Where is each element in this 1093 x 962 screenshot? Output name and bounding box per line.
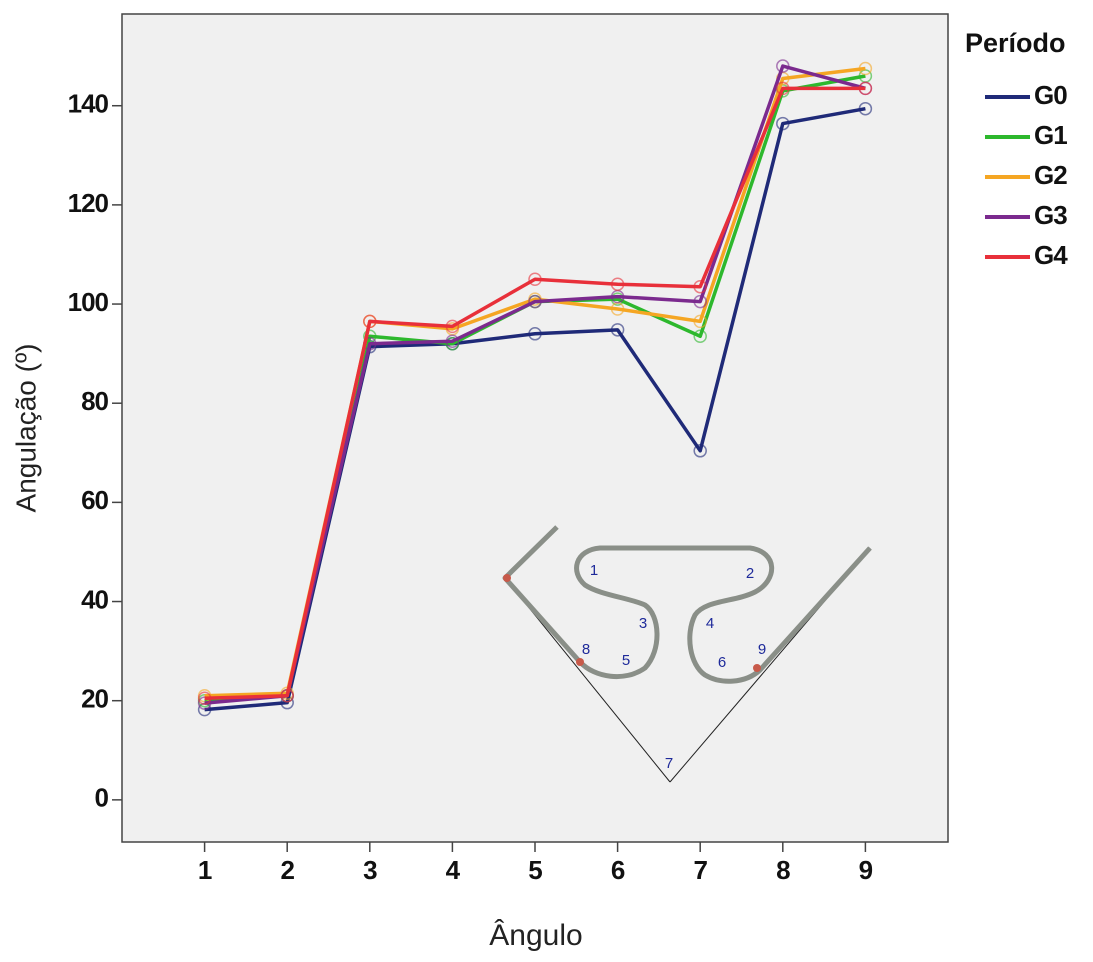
point-marker	[610, 277, 625, 291]
angle-label: 6	[718, 654, 726, 671]
x-tick-label: 9	[859, 855, 873, 885]
y-tick-label: 80	[81, 386, 108, 416]
x-tick-label: 1	[198, 855, 212, 885]
y-tick-label: 140	[68, 89, 109, 119]
bend-dot	[576, 658, 584, 666]
bend-dot	[753, 664, 761, 672]
x-tick-label: 2	[280, 855, 294, 885]
plot-area	[121, 13, 949, 843]
point-marker	[776, 59, 790, 73]
angle-label: 7	[665, 755, 673, 772]
point-marker	[693, 444, 707, 458]
angle-label: 5	[622, 652, 630, 669]
point-marker	[858, 101, 873, 116]
wire	[502, 525, 872, 684]
x-tick-label: 6	[611, 855, 625, 885]
point-marker	[693, 279, 707, 294]
angle-label: 3	[639, 615, 647, 632]
point-marker	[197, 691, 212, 705]
bend-dot	[503, 574, 511, 582]
point-marker	[776, 116, 790, 131]
point-marker	[445, 334, 460, 348]
x-tick-label: 3	[363, 855, 377, 885]
point-marker	[858, 61, 873, 76]
legend-label: G3	[1034, 200, 1067, 230]
inset-figure: 1 2 3 4 5 6 7 8 9	[502, 525, 872, 783]
point-marker	[528, 327, 542, 341]
point-marker	[445, 319, 460, 334]
x-tick-label: 5	[528, 855, 542, 885]
legend-label: G4	[1034, 240, 1068, 270]
x-tick-label: 8	[776, 855, 790, 885]
legend-label: G1	[1034, 120, 1067, 150]
angle-label: 2	[746, 565, 754, 582]
point-marker	[363, 314, 377, 329]
y-tick-label: 100	[68, 287, 109, 317]
x-axis-title: Ângulo	[489, 919, 582, 952]
point-marker	[693, 314, 707, 329]
y-axis-title: Angulação (º)	[10, 344, 41, 513]
point-marker	[610, 323, 625, 337]
point-marker	[693, 294, 707, 309]
point-marker	[528, 294, 542, 309]
point-marker	[528, 272, 542, 287]
y-tick-label: 40	[81, 584, 108, 614]
legend-label: G2	[1034, 160, 1067, 190]
point-marker	[776, 81, 790, 96]
legend-title: Período	[965, 28, 1066, 58]
point-marker	[693, 329, 707, 344]
angle-label: 8	[582, 641, 590, 658]
y-tick-label: 120	[68, 188, 109, 218]
y-tick-label: 20	[81, 684, 108, 714]
angle-label: 4	[706, 615, 714, 632]
legend-label: G0	[1034, 80, 1067, 110]
point-marker	[280, 688, 294, 703]
x-tick-label: 7	[693, 855, 707, 885]
series-line	[204, 86, 866, 700]
angle-label: 1	[590, 562, 598, 579]
y-tick-label: 60	[81, 485, 108, 515]
y-tick-label: 0	[95, 783, 109, 813]
point-marker	[858, 81, 873, 96]
x-tick-label: 4	[446, 855, 461, 885]
angle-label: 9	[758, 641, 766, 658]
